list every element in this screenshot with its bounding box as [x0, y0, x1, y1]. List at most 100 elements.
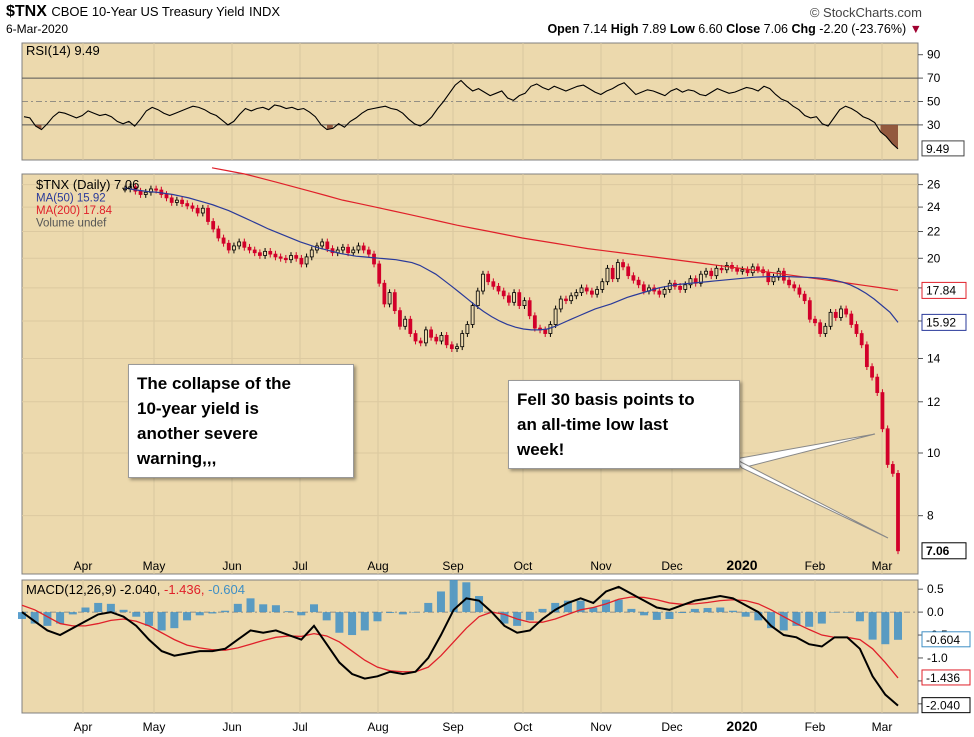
macd-histogram-bar — [690, 608, 699, 613]
price-candle — [839, 308, 843, 318]
macd-histogram-bar — [500, 612, 509, 624]
price-candle — [449, 344, 454, 350]
macd-histogram-bar — [348, 612, 357, 636]
price-candle — [216, 228, 221, 239]
price-candle — [564, 298, 568, 302]
macd-histogram-bar — [297, 612, 306, 616]
macd-histogram-bar — [462, 582, 471, 613]
price-candle — [709, 270, 714, 277]
macd-legend-part: -0.604 — [208, 582, 245, 597]
price-candle — [678, 285, 683, 290]
macd-histogram-bar — [310, 604, 318, 613]
price-candle — [382, 282, 387, 305]
price-candle — [797, 287, 802, 295]
price-y-tick-label: 12 — [927, 395, 941, 409]
price-x-tick-label: Mar — [872, 559, 893, 573]
macd-histogram-bar — [538, 608, 547, 613]
price-candle — [263, 250, 267, 256]
ma200-value-box — [921, 281, 967, 299]
macd-x-tick-label: Jun — [222, 720, 241, 734]
price-candle — [455, 346, 459, 350]
macd-histogram-bar — [805, 612, 814, 627]
price-candle — [875, 376, 880, 393]
rsi-line — [23, 79, 899, 150]
price-candle — [237, 241, 242, 247]
price-candle — [844, 308, 849, 315]
ma50-value-box — [921, 313, 967, 331]
macd-histogram-bar — [678, 612, 687, 614]
macd-histogram-bar — [208, 612, 217, 614]
price-candle — [574, 292, 579, 297]
price-candle — [595, 289, 600, 295]
price-candle — [626, 266, 631, 277]
price-x-tick-label: Sep — [442, 559, 464, 573]
macd-histogram-bar — [665, 612, 674, 619]
macd-x-tick-label: Sep — [442, 720, 464, 734]
macd-histogram-bar — [830, 612, 839, 613]
macd-histogram-bar — [424, 602, 433, 613]
price-candle — [470, 305, 475, 325]
price-candle — [460, 333, 465, 348]
price-candle — [268, 250, 273, 255]
price-candle — [403, 318, 408, 327]
price-y-tick-label: 8 — [927, 509, 934, 523]
price-candle — [434, 336, 439, 342]
macd-histogram-bar — [68, 612, 77, 615]
high-label: High — [610, 22, 639, 36]
rsi-legend: RSI(14) 9.49 — [26, 43, 100, 58]
ohlc-readout: Open 7.14 High 7.89 Low 6.60 Close 7.06 … — [547, 22, 922, 36]
macd-histogram-bar — [551, 602, 560, 613]
macd-y-tick-label: 0.5 — [927, 582, 944, 596]
macd-signal-line — [21, 596, 899, 679]
price-candle — [896, 472, 900, 552]
price-y-tick-label: 26 — [927, 178, 941, 192]
price-candle — [828, 311, 833, 327]
price-candle — [522, 300, 527, 307]
price-candle — [398, 310, 402, 327]
price-candle — [387, 292, 392, 305]
price-candle — [356, 245, 361, 251]
macd-macd-value-box — [921, 697, 971, 714]
rsi-y-tick-label: 70 — [927, 71, 941, 85]
rsi-oversold-fill — [880, 124, 898, 149]
price-legend-item: Volume undef — [36, 218, 107, 230]
rsi-y-tick-label: 30 — [927, 118, 941, 132]
price-x-tick-label: Aug — [367, 559, 388, 573]
price-candle — [294, 255, 299, 259]
price-candle — [610, 267, 615, 280]
price-candle — [517, 292, 522, 307]
price-candle — [252, 249, 257, 254]
macd-histogram-bar — [640, 612, 649, 616]
ticker-symbol: $TNX — [6, 3, 47, 20]
price-candle — [527, 300, 532, 317]
macd-histogram-bar — [43, 612, 52, 626]
price-candle — [698, 273, 703, 284]
macd-histogram-bar — [322, 612, 331, 621]
stockcharts-logo: © StockCharts.com — [809, 5, 922, 20]
price-candle — [123, 188, 127, 191]
price-candle — [309, 249, 314, 258]
macd-x-tick-label: 2020 — [726, 718, 757, 734]
macd-legend-part: MACD(12,26,9) — [26, 582, 120, 597]
chg-value: -2.20 (-23.76%) — [819, 22, 907, 36]
price-candle — [257, 252, 262, 256]
price-candle — [880, 392, 885, 430]
price-candle — [631, 275, 636, 281]
price-candle — [605, 267, 610, 283]
high-value: 7.89 — [641, 22, 667, 36]
macd-line — [21, 585, 899, 707]
price-candle — [475, 290, 480, 307]
price-x-tick-label: Dec — [661, 559, 682, 573]
price-candle — [683, 284, 688, 290]
ma50-value-label: 15.92 — [926, 315, 956, 329]
macd-histogram-bar — [144, 612, 153, 626]
price-x-tick-label: Apr — [74, 559, 93, 573]
macd-histogram-bar — [106, 603, 115, 613]
macd-histogram-bar — [449, 580, 458, 613]
price-candle — [320, 241, 325, 247]
price-candle — [325, 241, 330, 250]
price-candle — [226, 242, 231, 251]
price-candle — [351, 249, 356, 254]
macd-histogram-bar — [728, 610, 737, 613]
price-candle — [548, 324, 553, 334]
